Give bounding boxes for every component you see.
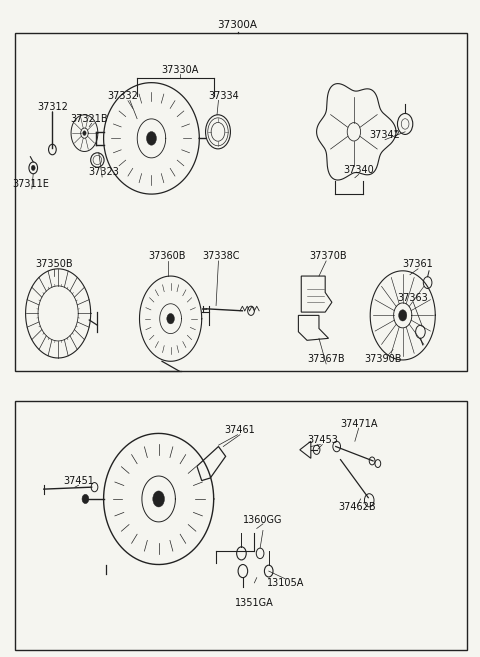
Text: 37312: 37312: [37, 102, 68, 112]
Circle shape: [153, 491, 165, 507]
Text: 37451: 37451: [63, 476, 94, 486]
Text: 37342: 37342: [370, 130, 400, 140]
Text: 37311E: 37311E: [12, 179, 49, 189]
Text: 37332: 37332: [108, 91, 138, 101]
Circle shape: [82, 494, 89, 503]
Circle shape: [167, 313, 174, 324]
Circle shape: [83, 131, 86, 135]
Text: 37461: 37461: [225, 425, 255, 435]
Text: 37453: 37453: [307, 435, 338, 445]
Bar: [15, 401, 468, 650]
Circle shape: [31, 166, 35, 171]
Text: 37338C: 37338C: [202, 252, 240, 261]
Text: 37340: 37340: [343, 165, 374, 175]
Text: 1351GA: 1351GA: [235, 598, 274, 608]
Text: 37330A: 37330A: [161, 64, 199, 74]
Text: 37360B: 37360B: [148, 252, 186, 261]
Text: 1360GG: 1360GG: [243, 515, 283, 525]
Text: 37334: 37334: [208, 91, 239, 101]
Text: 37363: 37363: [397, 292, 428, 303]
Circle shape: [146, 131, 156, 145]
Text: 13105A: 13105A: [267, 578, 304, 588]
Text: 37323: 37323: [88, 168, 119, 177]
Text: 37300A: 37300A: [217, 20, 258, 30]
Text: 37361: 37361: [403, 260, 433, 269]
Text: 37367B: 37367B: [307, 354, 345, 365]
Text: 37370B: 37370B: [310, 252, 348, 261]
Text: 37471A: 37471A: [340, 419, 377, 428]
Text: 37321B: 37321B: [71, 114, 108, 124]
Text: 37350B: 37350B: [36, 260, 73, 269]
Bar: [15, 34, 468, 371]
Text: 37390B: 37390B: [364, 354, 401, 365]
Text: 37462B: 37462B: [338, 502, 376, 512]
Circle shape: [398, 309, 407, 321]
